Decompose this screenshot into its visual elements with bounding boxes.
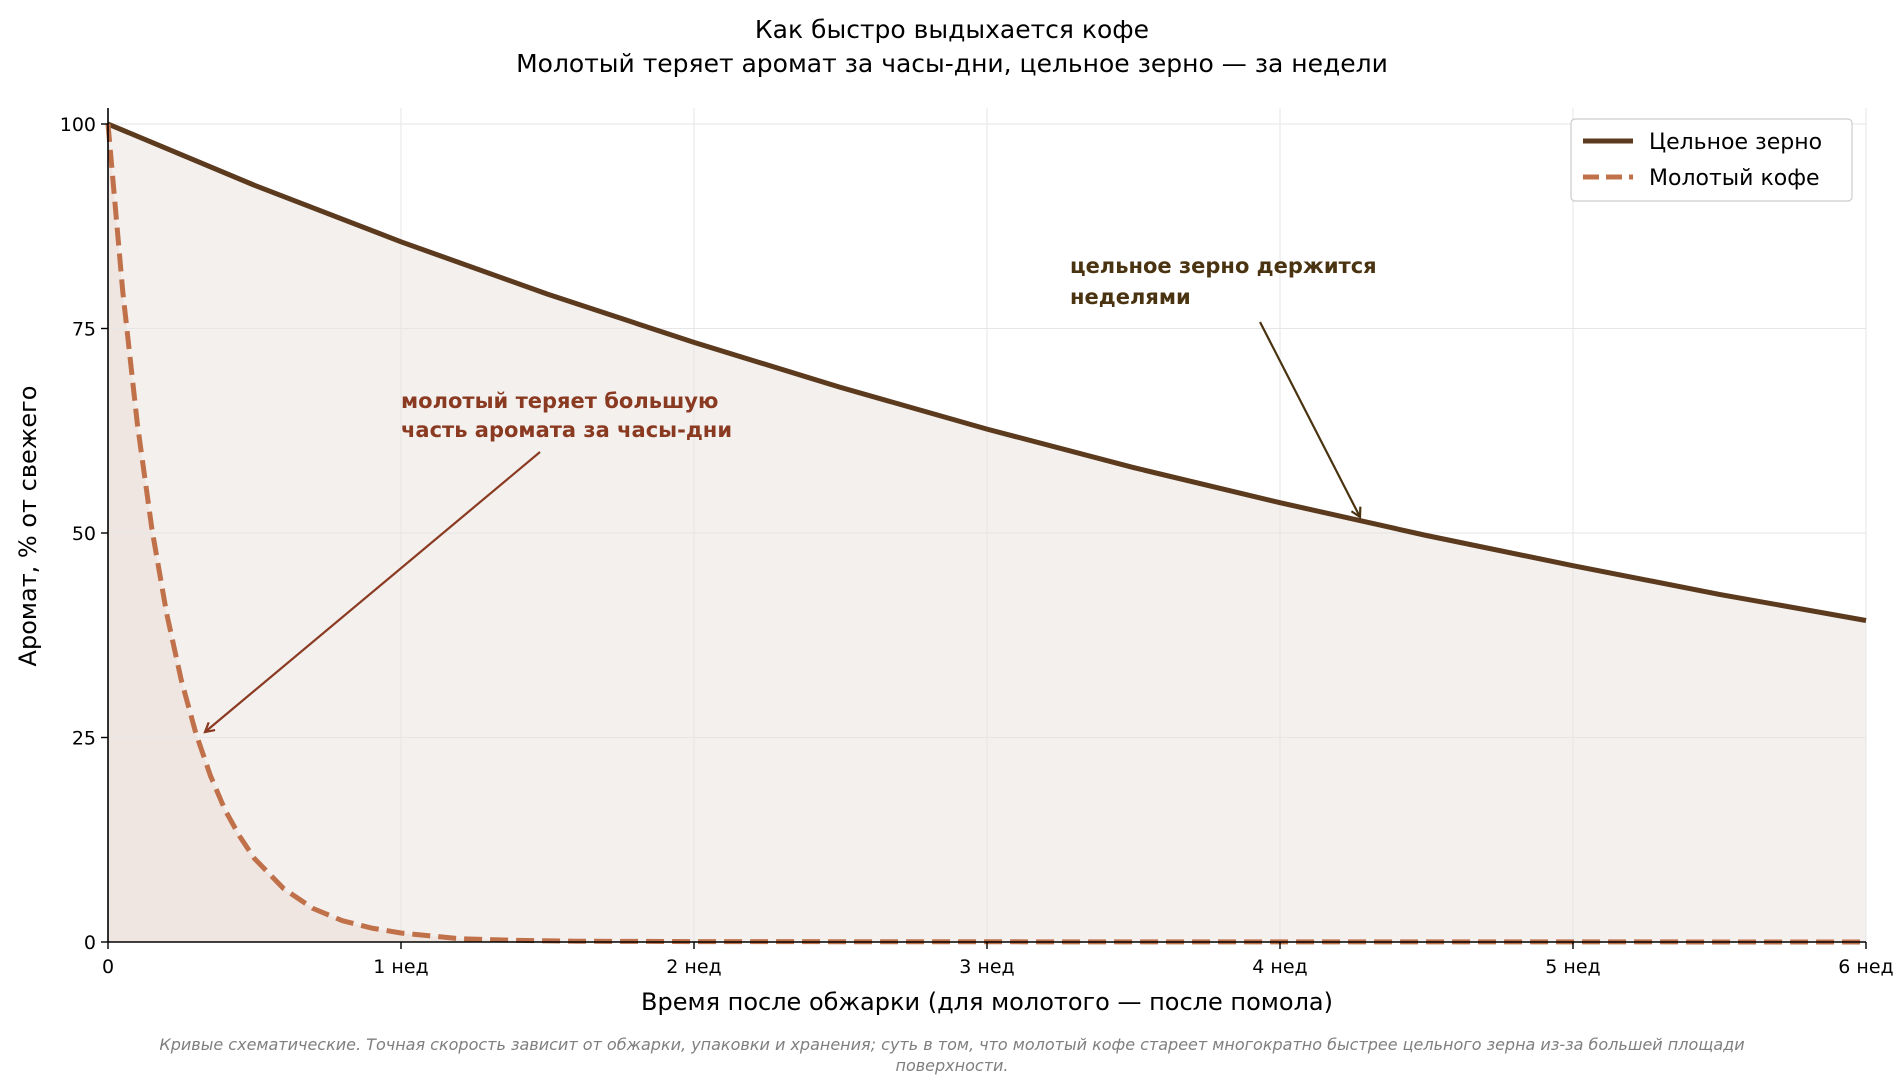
y-tick-label: 25 <box>72 728 96 750</box>
x-axis-label: Время после обжарки (для молотого — посл… <box>641 988 1333 1016</box>
series-line-1 <box>105 123 1867 945</box>
x-tick-label: 6 нед <box>1838 956 1893 978</box>
y-tick-label: 75 <box>72 319 96 341</box>
series-line-0 <box>107 121 1867 623</box>
x-tick-label: 2 нед <box>666 956 721 978</box>
x-tick-label: 5 нед <box>1545 956 1600 978</box>
annotation-whole-line-1: цельное зерно держится <box>1070 254 1377 278</box>
x-tick-label: 0 <box>102 956 114 978</box>
chart-title: Как быстро выдыхается кофе <box>755 15 1149 44</box>
annotation-ground-line-1: молотый теряет большую <box>401 389 718 413</box>
legend: Цельное зерно Молотый кофе <box>1570 118 1853 202</box>
y-tick-label: 50 <box>72 523 96 545</box>
legend-label-ground: Молотый кофе <box>1649 166 1820 191</box>
annotation-ground-arrow <box>205 451 541 732</box>
annotation-ground-line-2: часть аромата за часы-дни <box>401 418 732 442</box>
legend-box <box>1570 118 1853 202</box>
y-axis-label: Аромат, % от свежего <box>14 386 42 667</box>
y-tick-label: 0 <box>84 932 96 954</box>
footnote-line-1: Кривые схематические. Точная скорость за… <box>159 1035 1744 1054</box>
footnote-line-2: поверхности. <box>896 1056 1009 1075</box>
annotation-whole-line-2: неделями <box>1070 285 1191 309</box>
legend-label-whole-bean: Цельное зерно <box>1649 130 1822 155</box>
x-tick-label: 4 нед <box>1252 956 1307 978</box>
x-tick-label: 1 нед <box>373 956 428 978</box>
annotation-whole-arrow <box>1259 321 1360 517</box>
x-tick-label: 3 нед <box>959 956 1014 978</box>
y-tick-label: 100 <box>60 114 96 136</box>
chart-subtitle: Молотый теряет аромат за часы-дни, цельн… <box>516 49 1388 78</box>
